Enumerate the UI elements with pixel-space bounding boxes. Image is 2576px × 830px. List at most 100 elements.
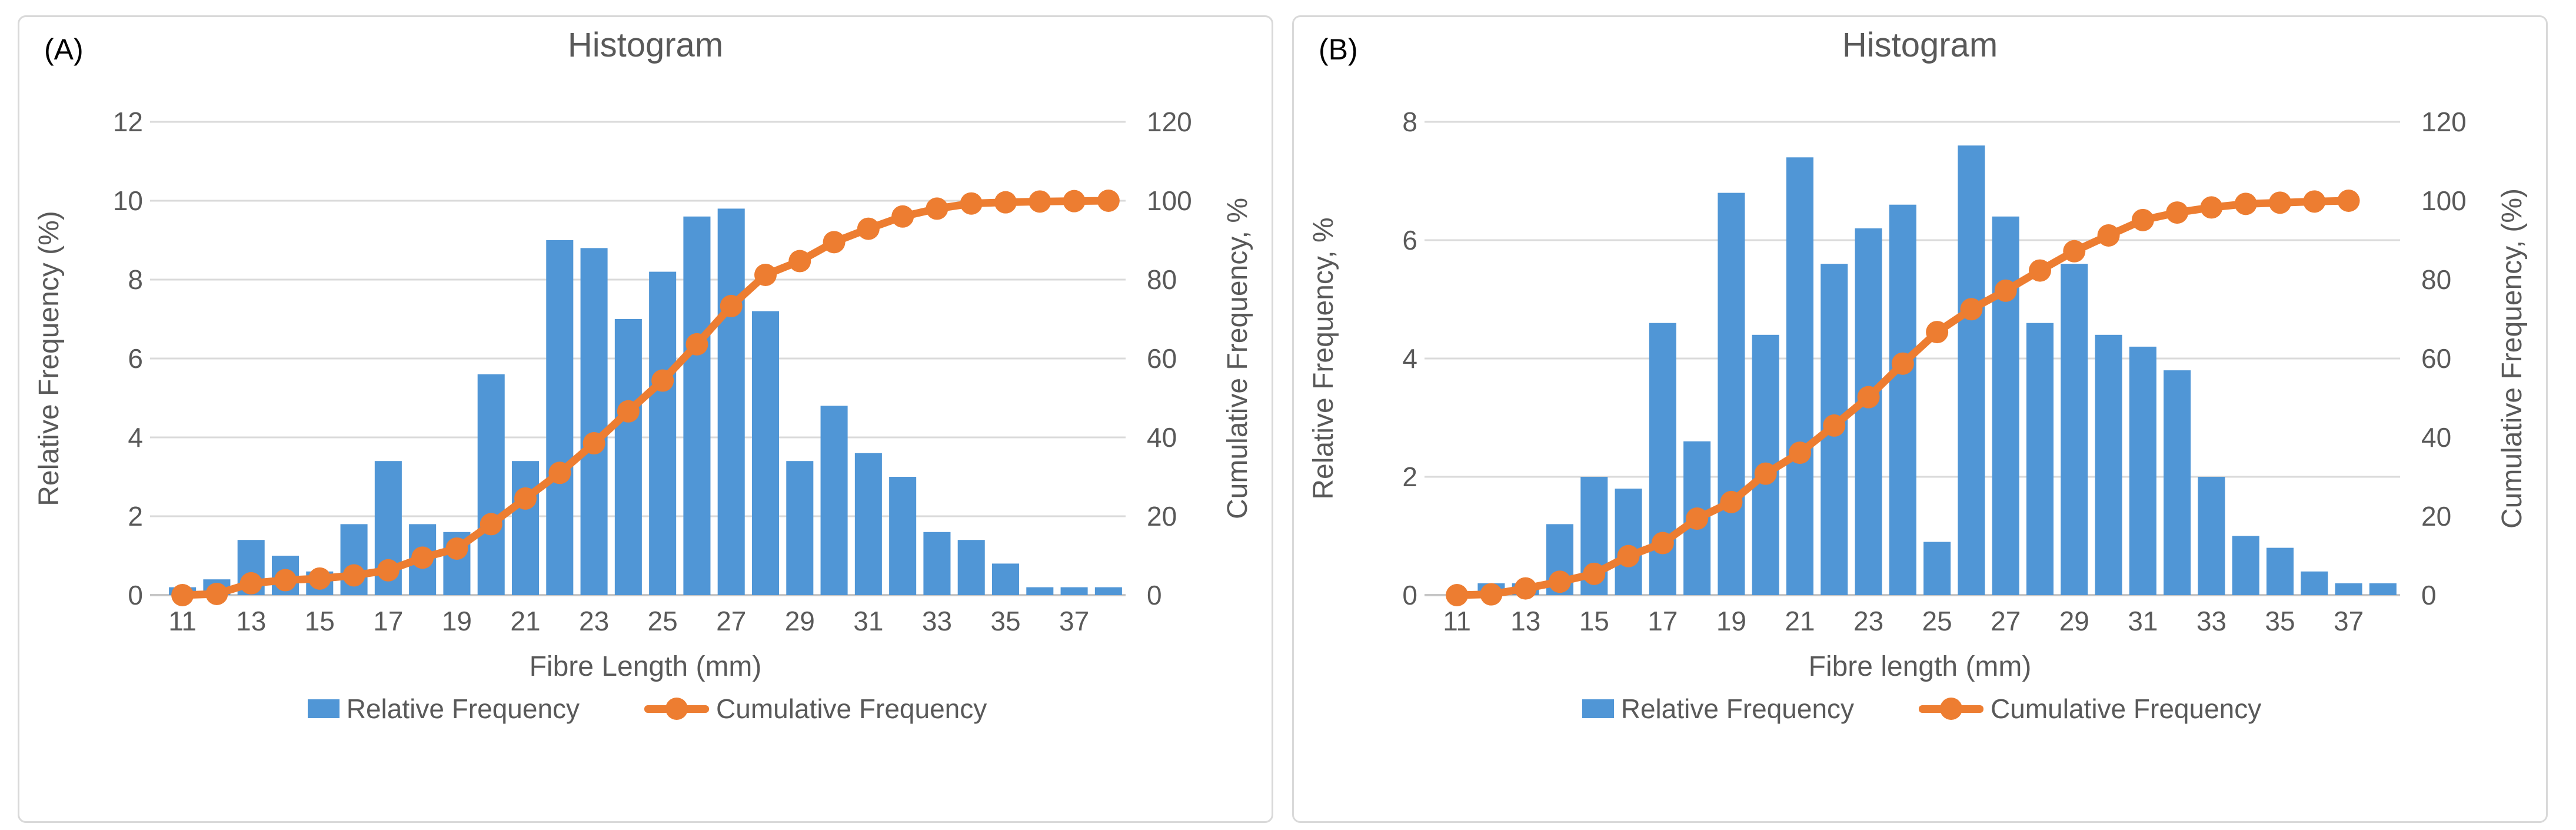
cumulative-dot xyxy=(788,250,811,273)
y-left-tick-label: 6 xyxy=(128,343,143,374)
relative-frequency-bars xyxy=(1477,145,2397,596)
y-left-tick-label: 2 xyxy=(128,501,143,532)
x-tick-label: 17 xyxy=(373,606,403,636)
panel-label: (B) xyxy=(1319,33,1358,66)
x-tick-label: 23 xyxy=(1853,606,1883,636)
cumulative-dot xyxy=(308,567,331,590)
cumulative-dot xyxy=(411,546,434,569)
bar xyxy=(1718,192,1745,596)
bar xyxy=(2335,583,2362,595)
y-right-tick-label: 20 xyxy=(2421,501,2451,532)
bar xyxy=(2301,571,2328,595)
cumulative-dot xyxy=(2337,190,2360,212)
cumulative-dot xyxy=(617,400,640,423)
x-tick-label: 19 xyxy=(1716,606,1746,636)
bar xyxy=(991,563,1020,595)
bar xyxy=(854,453,882,595)
legend-item-cumulative-frequency: Cumulative Frequency xyxy=(644,693,987,725)
line-marker-icon xyxy=(1919,696,1984,721)
cumulative-dot xyxy=(1446,584,1469,606)
legend-label: Relative Frequency xyxy=(346,693,580,724)
cumulative-dot xyxy=(1857,386,1880,409)
cumulative-dot xyxy=(1823,414,1846,437)
cumulative-dot xyxy=(1097,190,1120,212)
bar xyxy=(820,406,848,595)
bar xyxy=(889,477,917,595)
x-tick-label: 11 xyxy=(1443,606,1471,636)
bar xyxy=(1923,542,1951,595)
x-tick-label: 33 xyxy=(2196,606,2226,636)
cumulative-dot xyxy=(2234,192,2257,215)
bar xyxy=(1958,145,1985,595)
legend-label: Cumulative Frequency xyxy=(716,693,987,724)
bar xyxy=(1615,489,1642,595)
x-tick-label: 35 xyxy=(990,606,1020,636)
y-left-tick-label: 12 xyxy=(113,107,143,137)
x-tick-label: 25 xyxy=(648,606,678,636)
y-right-tick-label: 80 xyxy=(2421,264,2451,295)
bar xyxy=(2061,264,2088,595)
x-tick-label: 33 xyxy=(922,606,952,636)
y-right-tick-label: 0 xyxy=(2421,580,2437,610)
bar xyxy=(2369,583,2397,595)
y-right-tick-label: 60 xyxy=(1147,343,1177,374)
x-tick-label: 17 xyxy=(1648,606,1678,636)
x-tick-label: 35 xyxy=(2265,606,2295,636)
cumulative-dot xyxy=(823,231,846,254)
cumulative-dot xyxy=(1994,279,2017,302)
cumulative-frequency-markers xyxy=(171,190,1120,606)
bar-swatch-icon xyxy=(307,699,340,718)
bar xyxy=(683,216,711,595)
cumulative-dot xyxy=(926,197,948,220)
cumulative-dot xyxy=(651,369,674,392)
bar xyxy=(786,461,814,595)
y-right-tick-label: 40 xyxy=(1147,422,1177,453)
cumulative-dot xyxy=(239,572,262,595)
cumulative-dot xyxy=(1480,583,1503,606)
y-right-tick-label: 20 xyxy=(1147,501,1177,532)
y-left-tick-label: 0 xyxy=(128,580,143,610)
x-tick-label: 15 xyxy=(305,606,335,636)
cumulative-dot xyxy=(480,513,502,536)
cumulative-dot xyxy=(205,582,228,605)
y-left-tick-label: 4 xyxy=(1402,343,1417,374)
cumulative-dot xyxy=(2063,240,2086,263)
cumulative-dot xyxy=(1891,352,1914,375)
cumulative-dot xyxy=(1549,570,1571,593)
y-left-tick-label: 0 xyxy=(1402,580,1417,610)
y-left-axis-title: Relative Frequency (%) xyxy=(34,211,65,506)
bar xyxy=(2095,334,2122,595)
cumulative-dot xyxy=(1029,190,1051,213)
x-tick-label: 31 xyxy=(853,606,883,636)
x-tick-label: 21 xyxy=(510,606,540,636)
y-right-tick-labels: 0 20 40 60 80 100 120 xyxy=(1147,107,1192,610)
bar xyxy=(2198,477,2225,595)
cumulative-dot xyxy=(720,294,743,317)
x-tick-label: 27 xyxy=(1991,606,2021,636)
bar xyxy=(2164,370,2191,595)
bar xyxy=(649,271,677,596)
cumulative-dot xyxy=(754,263,777,286)
bar xyxy=(751,311,780,595)
y-left-tick-label: 10 xyxy=(113,185,143,216)
legend: Relative Frequency Cumulative Frequency xyxy=(92,693,1202,725)
bar xyxy=(614,319,642,595)
cumulative-dot xyxy=(2131,208,2154,231)
bar xyxy=(511,461,540,595)
cumulative-dot xyxy=(960,192,983,215)
y-right-tick-label: 80 xyxy=(1147,264,1177,295)
y-right-tick-label: 40 xyxy=(2421,422,2451,453)
cumulative-dot xyxy=(857,217,880,240)
y-left-tick-label: 8 xyxy=(128,264,143,295)
legend: Relative Frequency Cumulative Frequency xyxy=(1367,693,2477,725)
y-left-tick-labels: 0 2 4 6 8 xyxy=(1402,107,1417,610)
bar xyxy=(580,248,608,595)
x-tick-label: 31 xyxy=(2128,606,2158,636)
x-tick-label: 29 xyxy=(2059,606,2089,636)
cumulative-dot xyxy=(891,205,914,228)
chart-title: Histogram xyxy=(567,26,724,64)
bar xyxy=(957,540,985,595)
y-right-tick-labels: 0 20 40 60 80 100 120 xyxy=(2421,107,2467,610)
cumulative-dot xyxy=(171,584,194,606)
